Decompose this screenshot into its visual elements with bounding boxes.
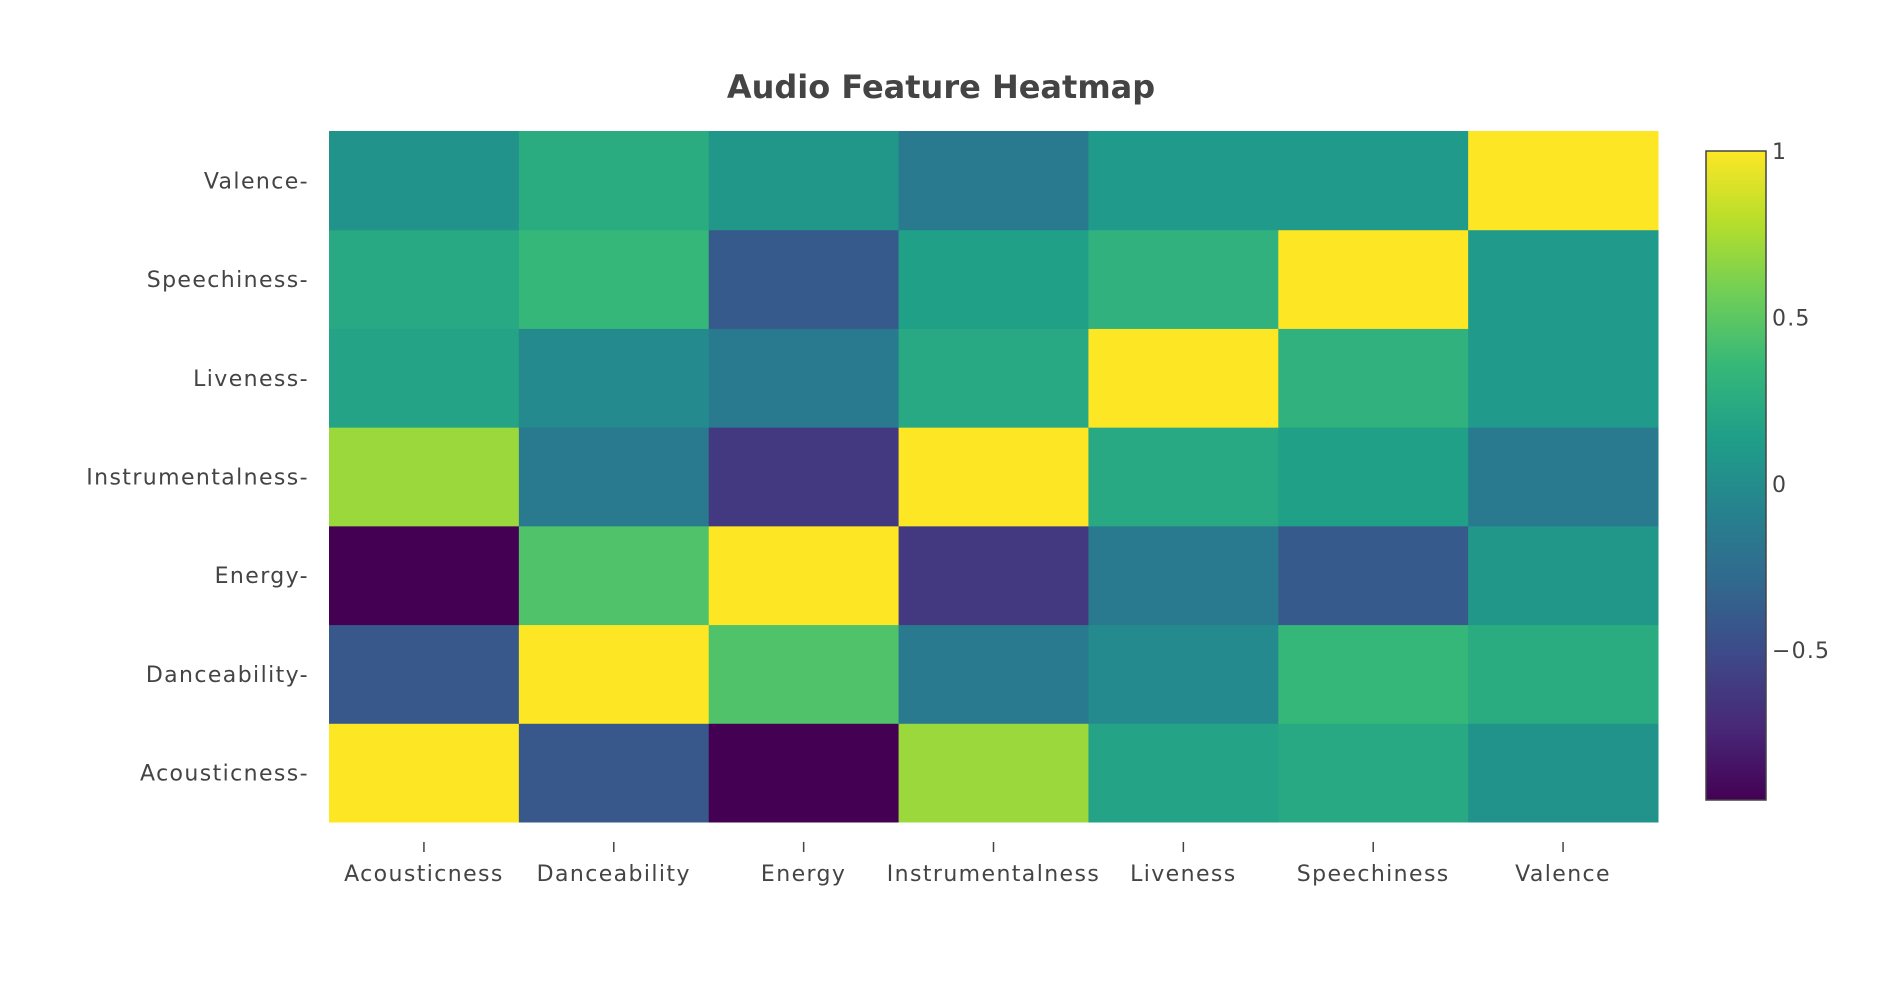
heatmap-cell-instrumentalness-instrumentalness <box>898 427 1089 527</box>
heatmap-cell-danceability-speechiness <box>1278 624 1469 724</box>
heatmap-cell-instrumentalness-acousticness <box>329 427 520 527</box>
x-tick-label: Instrumentalness <box>887 862 1100 887</box>
y-tick-label: Instrumentalness- <box>86 466 309 491</box>
heatmap-cell-speechiness-acousticness <box>329 229 520 329</box>
heatmap-cells <box>329 131 1659 823</box>
colorbar-gradient <box>1705 150 1767 801</box>
x-axis: Acousticness Danceability Energy Instrument… <box>344 842 1611 887</box>
x-tick-label: Speechiness <box>1297 862 1450 887</box>
heatmap-cell-acousticness-instrumentalness <box>898 723 1089 823</box>
heatmap-cell-energy-liveness <box>1088 525 1279 626</box>
heatmap-cell-liveness-valence <box>1468 328 1659 428</box>
heatmap-cell-energy-danceability <box>518 525 710 626</box>
heatmap-cell-danceability-liveness <box>1088 624 1279 724</box>
x-tick-label: Valence <box>1515 862 1611 887</box>
y-tick-label: Acousticness- <box>140 762 309 787</box>
heatmap-cell-danceability-acousticness <box>329 624 520 724</box>
heatmap-cell-energy-acousticness <box>329 525 520 626</box>
heatmap-cell-speechiness-danceability <box>518 229 710 329</box>
heatmap-cell-speechiness-instrumentalness <box>898 229 1089 329</box>
heatmap-cell-instrumentalness-liveness <box>1088 427 1279 527</box>
heatmap-cell-valence-instrumentalness <box>898 131 1089 231</box>
heatmap-cell-liveness-instrumentalness <box>898 328 1089 428</box>
heatmap-cell-instrumentalness-danceability <box>518 427 710 527</box>
y-tick-label: Valence- <box>204 169 309 194</box>
heatmap-cell-acousticness-valence <box>1468 723 1659 823</box>
colorbar: 1 0.5 0 −0.5 <box>1705 140 1830 801</box>
chart-title: Audio Feature Heatmap <box>727 68 1155 106</box>
y-tick-label: Energy- <box>215 564 309 589</box>
heatmap-cell-liveness-acousticness <box>329 328 520 428</box>
heatmap-cell-acousticness-liveness <box>1088 723 1279 823</box>
colorbar-tick-label: 0 <box>1772 473 1787 498</box>
heatmap-cell-energy-instrumentalness <box>898 525 1089 626</box>
heatmap-cell-valence-acousticness <box>329 131 520 231</box>
heatmap-cell-instrumentalness-energy <box>708 427 900 527</box>
heatmap-cell-danceability-danceability <box>518 624 710 724</box>
heatmap-cell-energy-speechiness <box>1278 525 1469 626</box>
heatmap-cell-valence-speechiness <box>1278 131 1469 231</box>
x-tick-label: Acousticness <box>344 862 504 887</box>
x-tick-label: Danceability <box>537 862 691 887</box>
heatmap-cell-liveness-danceability <box>518 328 710 428</box>
heatmap-cell-acousticness-danceability <box>518 723 710 823</box>
heatmap-cell-valence-valence <box>1468 131 1659 231</box>
heatmap-cell-danceability-valence <box>1468 624 1659 724</box>
heatmap-cell-speechiness-speechiness <box>1278 229 1469 329</box>
colorbar-tick-label: 1 <box>1772 140 1787 165</box>
heatmap-cell-valence-liveness <box>1088 131 1279 231</box>
heatmap-cell-valence-energy <box>708 131 900 231</box>
heatmap-cell-speechiness-energy <box>708 229 900 329</box>
heatmap-cell-valence-danceability <box>518 131 710 231</box>
heatmap-cell-instrumentalness-valence <box>1468 427 1659 527</box>
heatmap-cell-liveness-energy <box>708 328 900 428</box>
y-tick-label: Speechiness- <box>147 268 309 293</box>
y-tick-label: Danceability- <box>146 663 309 688</box>
heatmap-cell-acousticness-acousticness <box>329 723 520 823</box>
heatmap-cell-liveness-liveness <box>1088 328 1279 428</box>
colorbar-tick-label: 0.5 <box>1772 306 1811 331</box>
heatmap-cell-energy-valence <box>1468 525 1659 626</box>
heatmap-cell-speechiness-liveness <box>1088 229 1279 329</box>
colorbar-tick-label: −0.5 <box>1772 639 1830 664</box>
heatmap-cell-energy-energy <box>708 525 900 626</box>
heatmap-cell-acousticness-energy <box>708 723 900 823</box>
heatmap-cell-danceability-instrumentalness <box>898 624 1089 724</box>
heatmap-cell-instrumentalness-speechiness <box>1278 427 1469 527</box>
heatmap-cell-danceability-energy <box>708 624 900 724</box>
heatmap-cell-acousticness-speechiness <box>1278 723 1469 823</box>
heatmap-cell-liveness-speechiness <box>1278 328 1469 428</box>
y-axis: Acousticness- Danceability- Energy- Instrum… <box>86 169 309 787</box>
y-tick-label: Liveness- <box>193 367 309 392</box>
x-tick-label: Liveness <box>1130 862 1237 887</box>
heatmap-cell-speechiness-valence <box>1468 229 1659 329</box>
x-tick-label: Energy <box>761 862 846 887</box>
